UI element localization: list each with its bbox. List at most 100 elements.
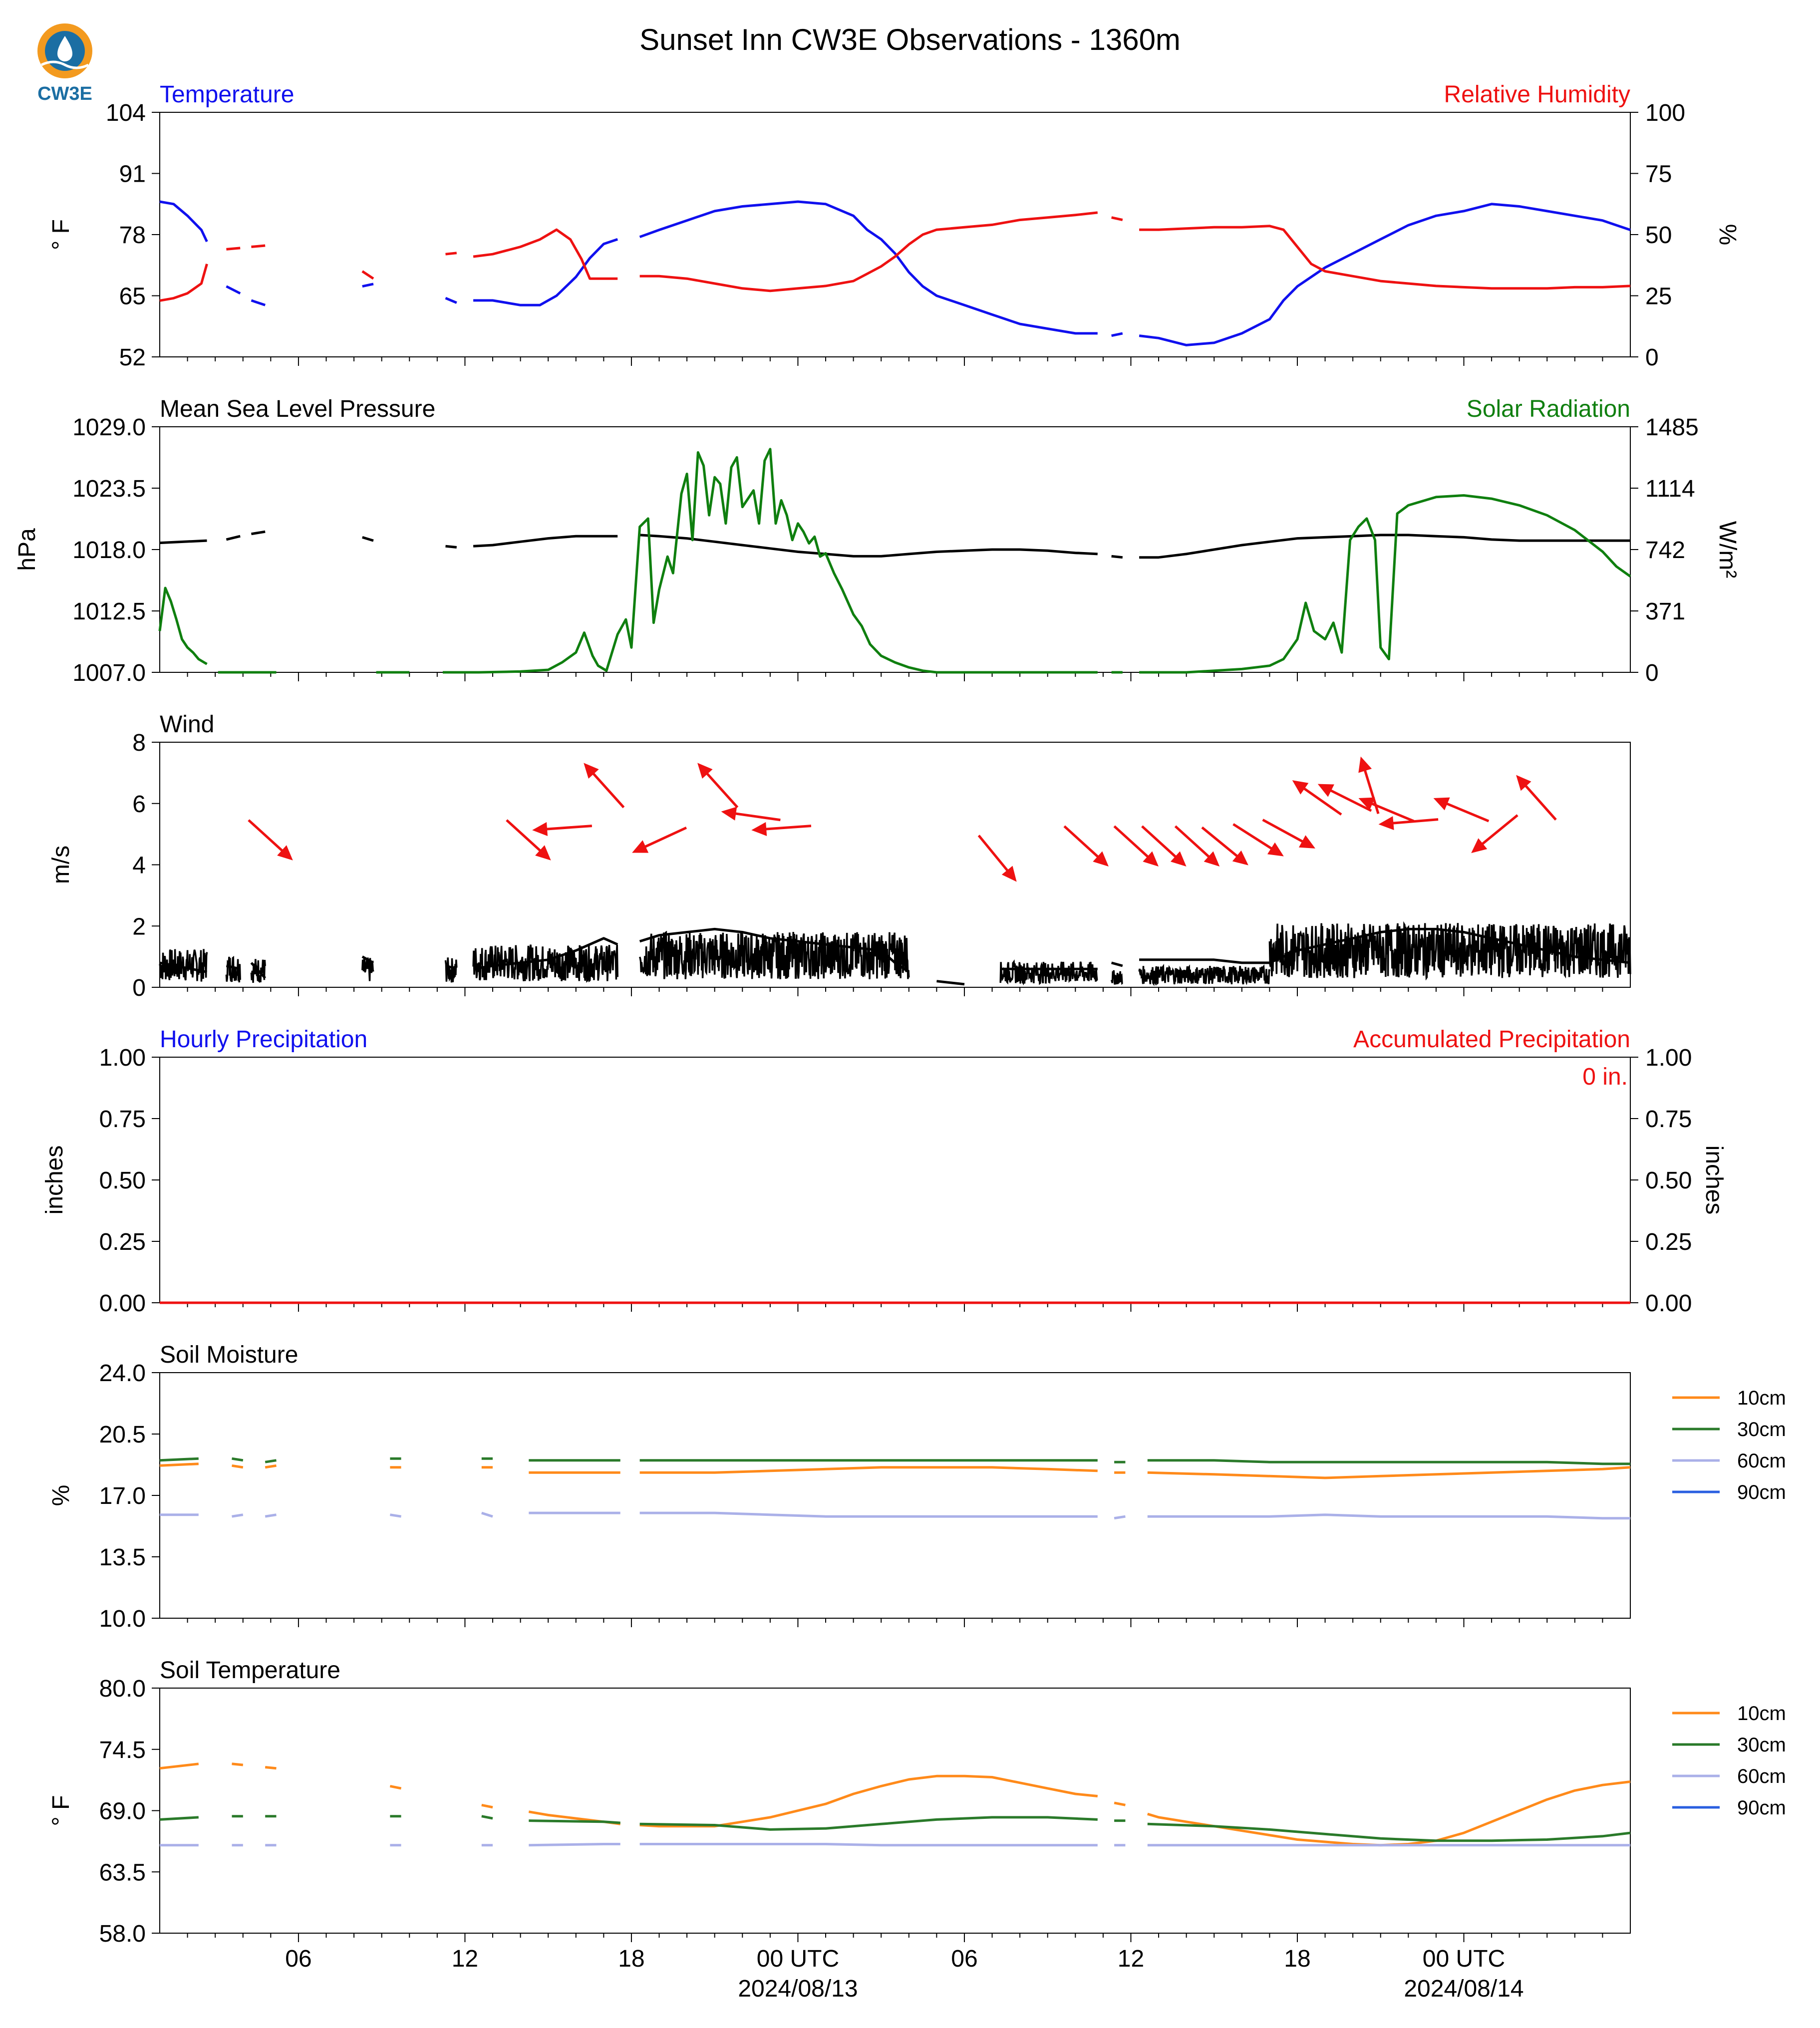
wind-arrow-icon xyxy=(1292,780,1342,816)
legend-label: 30cm xyxy=(1737,1734,1786,1756)
wind-arrow-icon xyxy=(1317,784,1372,812)
y-tick-label-left: 1023.5 xyxy=(72,476,146,502)
y-tick-label-left: 20.5 xyxy=(99,1422,146,1448)
wind-arrow-icon xyxy=(751,822,812,836)
time-tick-label: 00 UTC xyxy=(757,1946,839,1972)
series-solar-radiation xyxy=(1139,494,1631,674)
y-tick-label-left: 91 xyxy=(119,161,146,188)
series-10cm xyxy=(481,1803,493,1809)
series-mean-sea-level-pressure xyxy=(1111,555,1123,559)
series-10cm xyxy=(639,1774,1098,1828)
series-solar-radiation xyxy=(443,448,1098,674)
series-temperature xyxy=(362,283,374,288)
wind-arrow-icon xyxy=(1433,797,1490,823)
y-label-left: ° F xyxy=(48,1795,74,1826)
legend-label: 90cm xyxy=(1737,1797,1786,1819)
series-mean-sea-level-pressure xyxy=(639,534,1098,558)
y-tick-label-left: 1007.0 xyxy=(72,660,146,686)
legend-label: 60cm xyxy=(1737,1450,1786,1472)
wind-arrow-icon xyxy=(697,763,739,809)
series-temperature xyxy=(1139,203,1631,346)
wind-speed-trace xyxy=(250,959,266,983)
legend-label: 60cm xyxy=(1737,1765,1786,1787)
y-tick-label-right: 75 xyxy=(1645,161,1672,188)
panel-title-left: Hourly Precipitation xyxy=(160,1026,367,1053)
y-tick-label-left: 13.5 xyxy=(99,1544,146,1571)
wind-arrow-icon xyxy=(532,822,593,836)
y-tick-label-left: 52 xyxy=(119,344,146,371)
panel-title-right: Solar Radiation xyxy=(1467,396,1630,422)
panel-wind: Wind 8 6 4 2 0 m/s xyxy=(48,711,1631,1001)
cw3e-logo: CW3E xyxy=(37,23,92,104)
series-relative-humidity xyxy=(445,252,457,256)
plot-frame xyxy=(159,1688,1631,1934)
y-tick-label-right: 371 xyxy=(1645,598,1685,625)
series-10cm xyxy=(639,1466,1098,1474)
wind-arrow-icon xyxy=(721,807,781,822)
panel-soil_temp: Soil Temperature 80.0 74.5 69.0 63.5 58.0 ° F 1… xyxy=(48,1657,1786,1947)
series-30cm xyxy=(232,1457,244,1462)
y-tick-label-left: 8 xyxy=(132,730,146,756)
wind-arrow-icon xyxy=(1201,826,1248,866)
wind-speed-trace xyxy=(638,930,910,979)
series-mean-sea-level-pressure xyxy=(251,530,266,536)
series-60cm xyxy=(265,1513,277,1518)
series-10cm xyxy=(232,1762,244,1766)
series-30cm xyxy=(1147,1459,1630,1465)
series-10cm xyxy=(265,1766,277,1770)
series-60cm xyxy=(529,1843,620,1847)
y-tick-label-left: 4 xyxy=(132,853,146,879)
series-30cm xyxy=(1147,1822,1631,1842)
panel-soil_moisture: Soil Moisture 24.0 20.5 17.0 13.5 10.0% 10cm 30… xyxy=(48,1342,1786,1632)
series-relative-humidity xyxy=(1139,225,1631,290)
legend: 10cm 30cm 60cm 90cm xyxy=(1672,1387,1786,1503)
y-tick-label-right: 0 xyxy=(1645,344,1659,371)
series-temperature xyxy=(473,238,618,306)
wind-speed-trace xyxy=(999,959,1098,986)
y-tick-label-left: 6 xyxy=(132,791,146,818)
y-tick-label-right: 1.00 xyxy=(1645,1045,1692,1071)
panel-title-left: Mean Sea Level Pressure xyxy=(160,396,435,422)
y-tick-label-right: 742 xyxy=(1645,537,1685,564)
time-tick-label: 18 xyxy=(618,1946,644,1972)
y-tick-label-right: 0.00 xyxy=(1645,1290,1692,1317)
wind-speed-trace xyxy=(361,957,374,981)
y-tick-label-left: 1.00 xyxy=(99,1045,146,1071)
y-tick-label-right: 100 xyxy=(1645,100,1685,126)
plot-frame xyxy=(159,112,1631,357)
panel-precip: Hourly Precipitation Accumulated Precipit… xyxy=(41,1026,1727,1317)
y-tick-label-left: 0 xyxy=(132,975,146,1001)
y-tick-label-left: 1029.0 xyxy=(72,414,146,441)
wind-arrow-icon xyxy=(977,835,1017,882)
y-tick-label-left: 17.0 xyxy=(99,1483,146,1509)
panel-title-left: Soil Temperature xyxy=(160,1657,340,1684)
y-tick-label-right: 25 xyxy=(1645,284,1672,310)
series-30cm xyxy=(529,1819,620,1824)
series-10cm xyxy=(1114,1801,1126,1806)
wind-speed-trace xyxy=(472,944,618,983)
series-10cm xyxy=(265,1464,277,1469)
series-relative-humidity xyxy=(159,264,208,302)
series-mean-sea-level-pressure xyxy=(445,545,457,549)
logo-text: CW3E xyxy=(37,83,92,104)
time-tick-label: 06 xyxy=(285,1946,311,1972)
panel-title-left: Wind xyxy=(160,711,214,738)
y-tick-label-left: 0.25 xyxy=(99,1229,146,1255)
panel-title-left: Soil Moisture xyxy=(160,1342,298,1368)
series-30cm xyxy=(159,1816,199,1821)
y-label-left: hPa xyxy=(14,528,40,571)
y-tick-label-right: 1485 xyxy=(1645,414,1699,441)
series-mean-sea-level-pressure xyxy=(473,535,618,548)
y-tick-label-left: 104 xyxy=(106,100,146,126)
series-30cm xyxy=(481,1815,493,1820)
series-temperature xyxy=(159,200,208,243)
y-tick-label-left: 63.5 xyxy=(99,1859,146,1886)
series-30cm xyxy=(639,1816,1098,1831)
series-60cm xyxy=(390,1513,401,1518)
wind-speed-trace xyxy=(225,955,241,983)
wind-arrow-icon xyxy=(1174,825,1220,867)
date-label: 2024/08/14 xyxy=(1404,1976,1523,2002)
date-label: 2024/08/13 xyxy=(738,1976,858,2002)
panel-title-right: Relative Humidity xyxy=(1444,81,1630,108)
